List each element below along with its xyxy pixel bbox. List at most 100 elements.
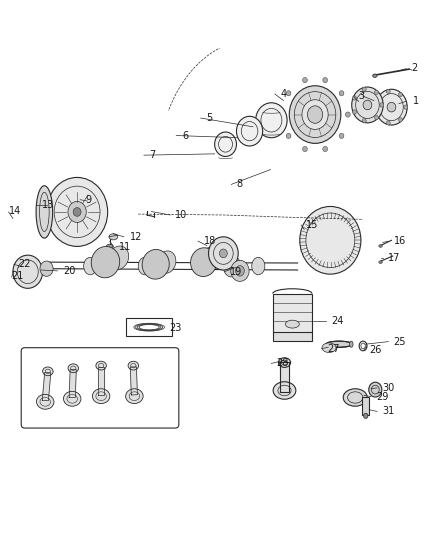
Text: 4: 4 xyxy=(280,89,286,99)
FancyBboxPatch shape xyxy=(21,348,179,428)
Ellipse shape xyxy=(219,249,227,258)
Ellipse shape xyxy=(374,90,378,94)
FancyBboxPatch shape xyxy=(127,318,172,336)
Text: 16: 16 xyxy=(394,236,406,246)
Ellipse shape xyxy=(73,207,81,216)
Ellipse shape xyxy=(106,244,113,248)
Ellipse shape xyxy=(300,206,361,274)
Ellipse shape xyxy=(40,261,53,276)
Polygon shape xyxy=(98,367,104,395)
Ellipse shape xyxy=(224,256,240,277)
Ellipse shape xyxy=(343,389,367,406)
Text: 18: 18 xyxy=(204,236,216,246)
Ellipse shape xyxy=(376,89,407,125)
Bar xyxy=(362,397,369,415)
Text: 24: 24 xyxy=(332,316,344,326)
Text: 22: 22 xyxy=(18,260,31,269)
Ellipse shape xyxy=(109,246,129,270)
Ellipse shape xyxy=(379,261,382,263)
Text: 3: 3 xyxy=(359,91,365,101)
Ellipse shape xyxy=(273,382,296,399)
Text: 27: 27 xyxy=(327,344,340,353)
Ellipse shape xyxy=(68,364,78,373)
Ellipse shape xyxy=(399,92,403,96)
Ellipse shape xyxy=(307,106,323,123)
Ellipse shape xyxy=(353,96,357,100)
Ellipse shape xyxy=(362,118,366,123)
Ellipse shape xyxy=(362,87,366,91)
Ellipse shape xyxy=(322,343,336,352)
Text: 13: 13 xyxy=(42,200,54,211)
Ellipse shape xyxy=(208,237,238,270)
Ellipse shape xyxy=(303,77,307,83)
Ellipse shape xyxy=(13,255,42,288)
Ellipse shape xyxy=(386,120,390,125)
Ellipse shape xyxy=(96,361,106,370)
Polygon shape xyxy=(279,362,290,392)
Ellipse shape xyxy=(195,257,208,275)
Ellipse shape xyxy=(350,341,353,348)
Ellipse shape xyxy=(352,87,383,123)
Text: 28: 28 xyxy=(277,358,289,368)
Polygon shape xyxy=(42,373,51,401)
Ellipse shape xyxy=(302,100,328,130)
Ellipse shape xyxy=(386,89,390,94)
Ellipse shape xyxy=(353,110,357,114)
Text: 29: 29 xyxy=(376,392,389,401)
Ellipse shape xyxy=(109,234,118,240)
Text: 15: 15 xyxy=(306,220,319,230)
Polygon shape xyxy=(131,367,138,395)
Text: 11: 11 xyxy=(119,242,131,252)
Ellipse shape xyxy=(377,98,381,102)
Text: 26: 26 xyxy=(370,345,382,356)
Ellipse shape xyxy=(286,91,291,96)
Ellipse shape xyxy=(64,391,81,406)
Ellipse shape xyxy=(36,394,54,409)
Ellipse shape xyxy=(364,413,368,418)
Text: 30: 30 xyxy=(383,383,395,393)
Ellipse shape xyxy=(142,249,169,279)
Text: 6: 6 xyxy=(182,131,188,141)
Ellipse shape xyxy=(157,251,176,273)
Ellipse shape xyxy=(346,112,350,117)
Ellipse shape xyxy=(323,77,328,83)
Ellipse shape xyxy=(46,177,108,246)
Ellipse shape xyxy=(231,261,249,281)
Bar xyxy=(273,294,312,333)
Text: 5: 5 xyxy=(206,113,212,123)
Ellipse shape xyxy=(191,248,217,277)
Ellipse shape xyxy=(326,341,352,348)
Ellipse shape xyxy=(201,247,220,270)
Ellipse shape xyxy=(92,389,110,403)
Text: 25: 25 xyxy=(394,337,406,346)
Ellipse shape xyxy=(128,361,138,370)
Text: 7: 7 xyxy=(149,150,155,160)
Ellipse shape xyxy=(380,103,384,107)
Ellipse shape xyxy=(256,103,287,138)
Ellipse shape xyxy=(369,382,382,397)
Text: 2: 2 xyxy=(411,63,417,73)
Ellipse shape xyxy=(36,185,53,238)
Bar xyxy=(273,332,312,341)
Text: 21: 21 xyxy=(12,271,24,281)
Ellipse shape xyxy=(42,367,53,376)
Text: 23: 23 xyxy=(169,324,181,334)
Text: 9: 9 xyxy=(86,195,92,205)
Text: 31: 31 xyxy=(383,407,395,416)
Text: 12: 12 xyxy=(130,232,142,242)
Ellipse shape xyxy=(377,112,381,116)
Ellipse shape xyxy=(303,147,307,152)
Ellipse shape xyxy=(84,257,97,275)
Polygon shape xyxy=(69,369,76,398)
Ellipse shape xyxy=(399,118,403,122)
Ellipse shape xyxy=(138,257,151,275)
Ellipse shape xyxy=(91,246,120,278)
Ellipse shape xyxy=(286,133,291,139)
Ellipse shape xyxy=(387,102,396,112)
Ellipse shape xyxy=(339,133,344,139)
Ellipse shape xyxy=(323,147,328,152)
Ellipse shape xyxy=(68,201,86,222)
Ellipse shape xyxy=(289,86,341,143)
Ellipse shape xyxy=(379,245,382,247)
Ellipse shape xyxy=(373,74,377,77)
